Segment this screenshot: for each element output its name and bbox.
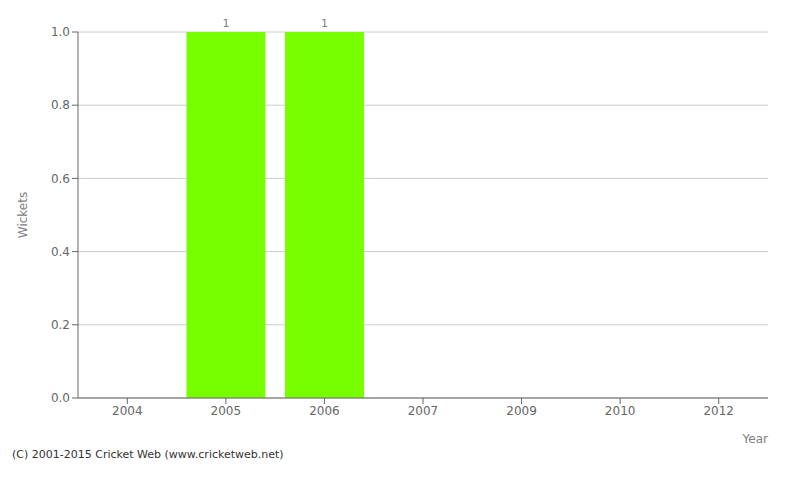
svg-text:2007: 2007 xyxy=(408,404,439,418)
svg-text:0.0: 0.0 xyxy=(51,391,70,405)
svg-text:0.4: 0.4 xyxy=(51,245,70,259)
svg-text:1.0: 1.0 xyxy=(51,25,70,39)
svg-text:1: 1 xyxy=(321,17,328,30)
svg-text:2010: 2010 xyxy=(605,404,636,418)
svg-text:0.8: 0.8 xyxy=(51,98,70,112)
html-text:(C) 2001-2015 Cricket Web (www: (C) 2001-2015 Cricket Web (www.cricketwe… xyxy=(12,448,284,461)
svg-text:Year: Year xyxy=(742,432,768,446)
svg-text:2012: 2012 xyxy=(703,404,734,418)
svg-text:2004: 2004 xyxy=(112,404,143,418)
svg-text:1: 1 xyxy=(222,17,229,30)
svg-text:2005: 2005 xyxy=(211,404,242,418)
svg-text:2009: 2009 xyxy=(506,404,537,418)
svg-text:Wickets: Wickets xyxy=(16,192,30,238)
svg-text:0.2: 0.2 xyxy=(51,318,70,332)
svg-text:0.6: 0.6 xyxy=(51,172,70,186)
svg-text:2006: 2006 xyxy=(309,404,340,418)
